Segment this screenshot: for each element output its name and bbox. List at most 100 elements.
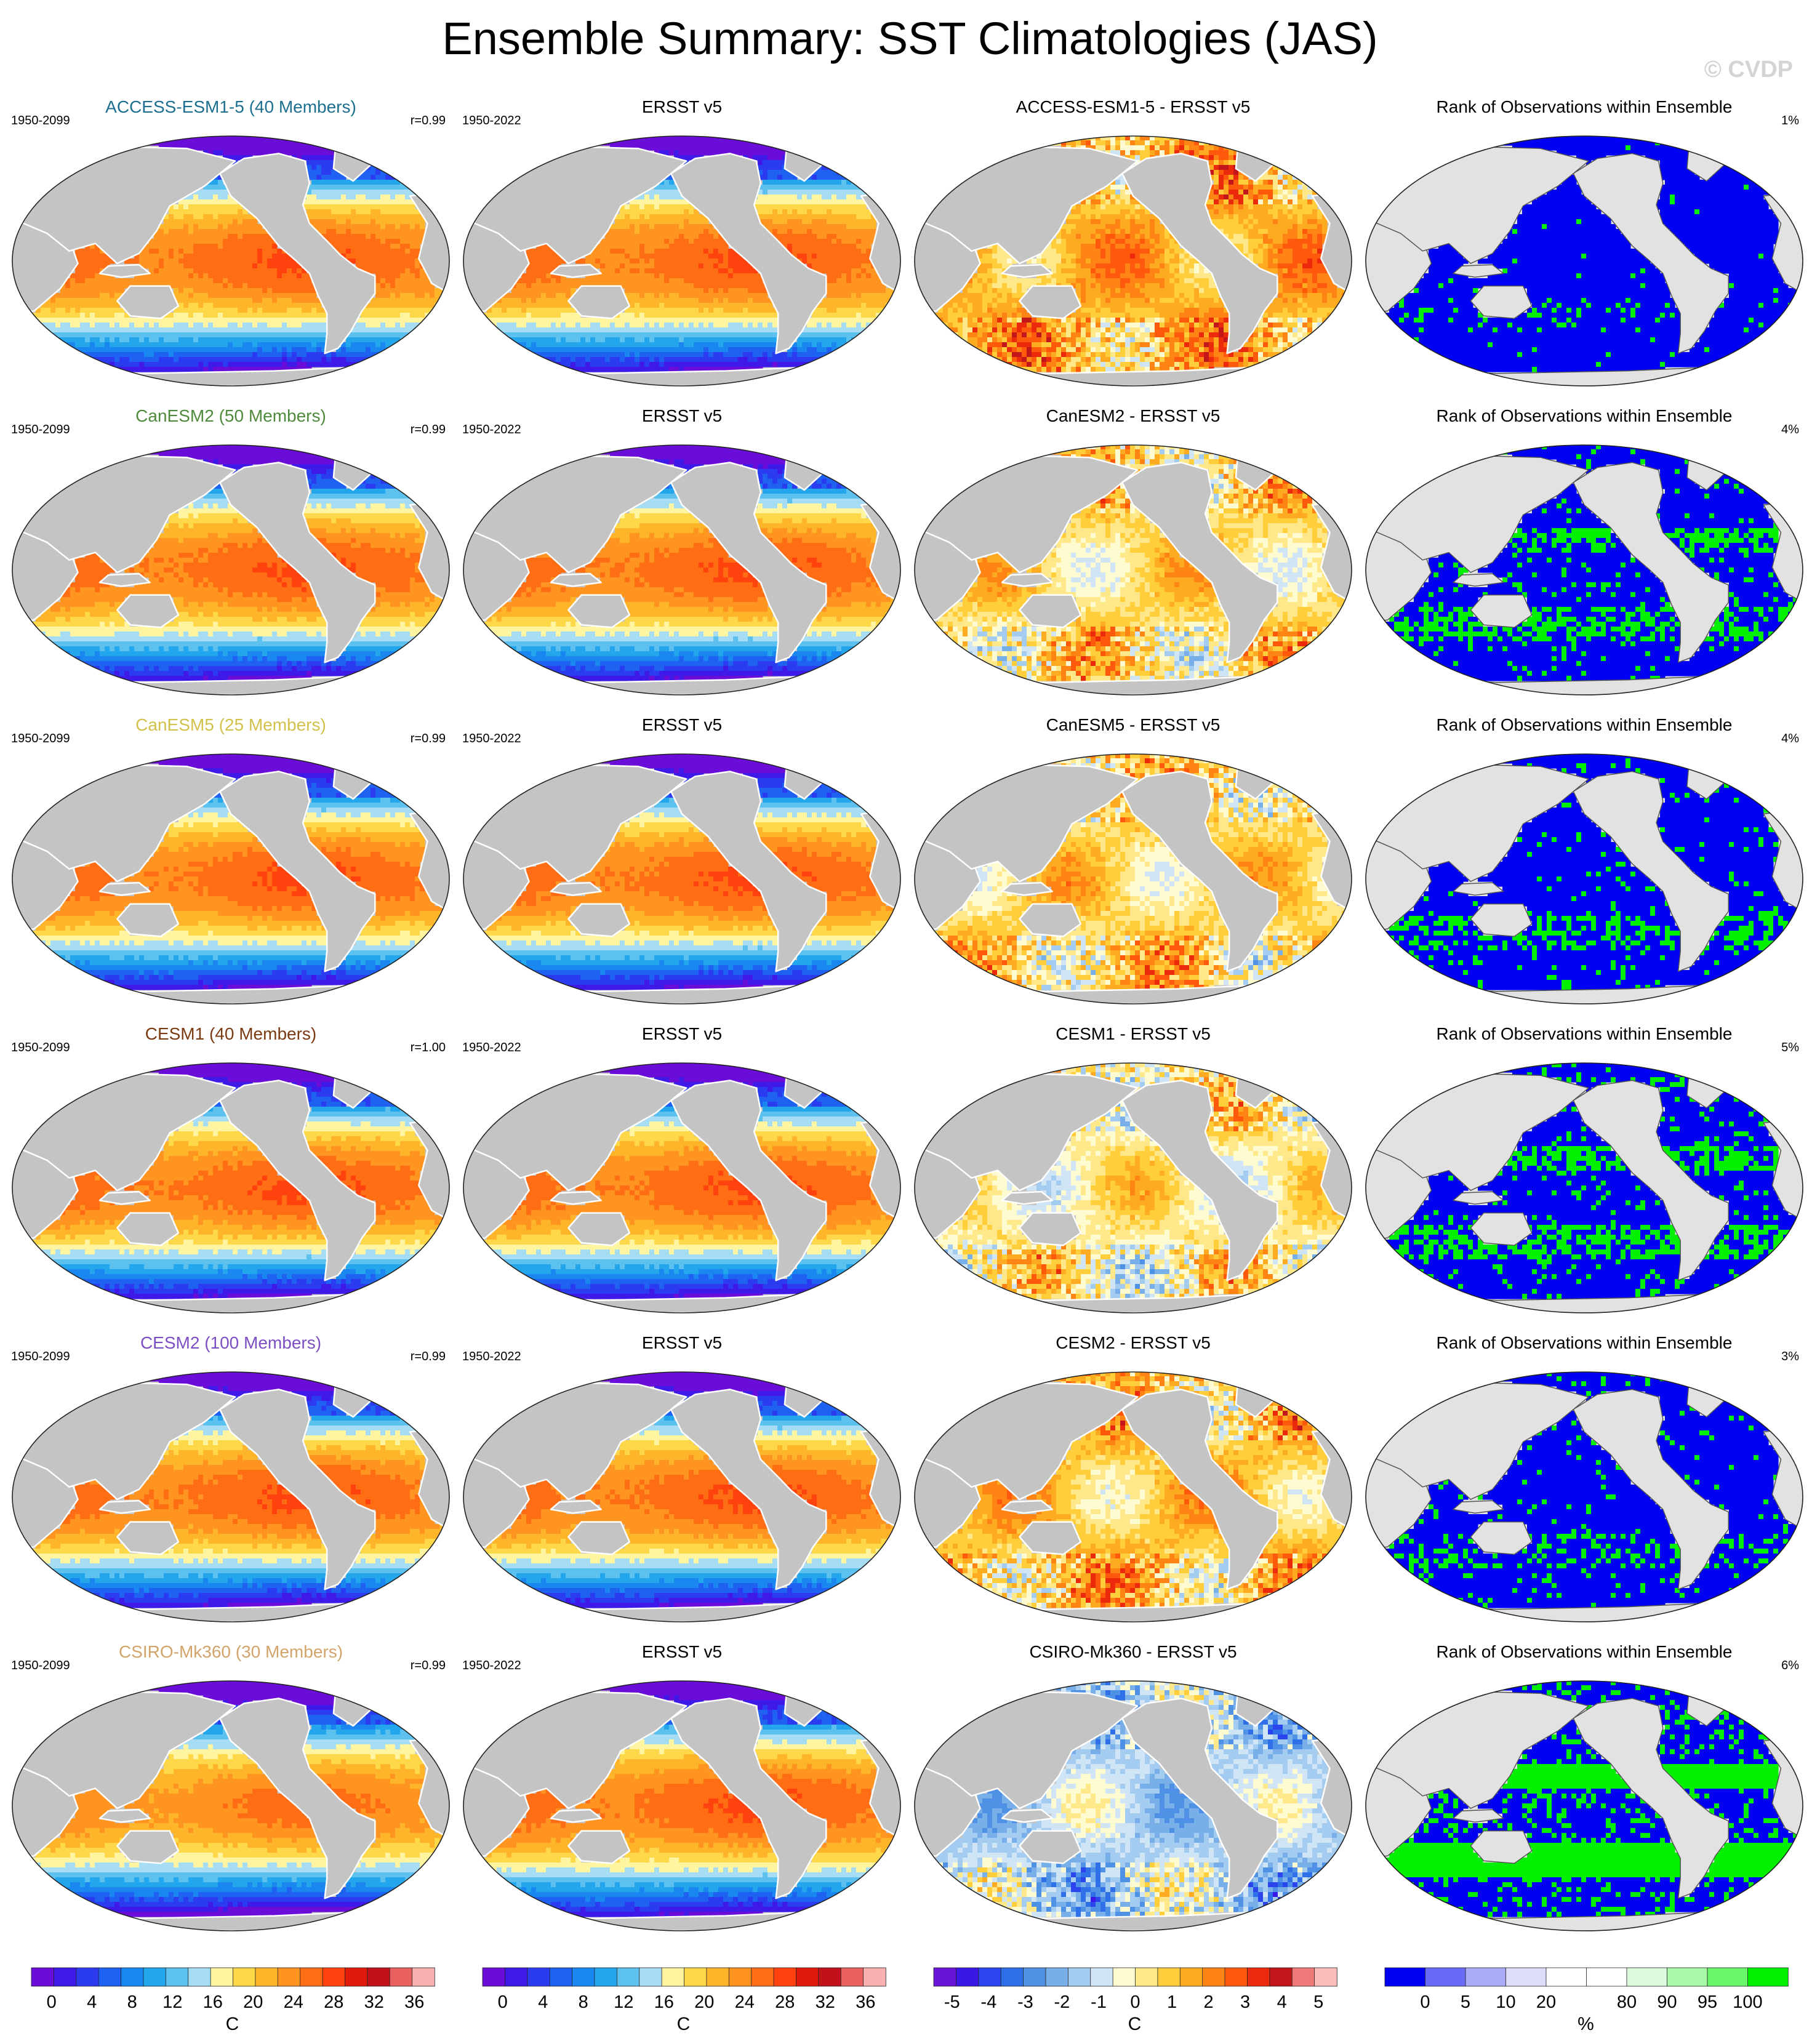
model-title: CESM1 (40 Members) <box>6 1023 455 1045</box>
colorbar-swatch <box>277 1967 301 1987</box>
map-outline <box>1365 444 1803 696</box>
rank-percent: 1% <box>1781 113 1799 128</box>
period-label: 1950-2099 <box>11 1349 70 1364</box>
panel-clim-2: CanESM5 (25 Members) 1950-2099 r=0.99 <box>6 714 455 1012</box>
colorbar-swatch <box>1023 1967 1046 1987</box>
colorbar-swatch <box>345 1967 368 1987</box>
period-label: 1950-2022 <box>462 1349 521 1364</box>
colorbar-swatch <box>1224 1967 1248 1987</box>
colorbar-1 <box>482 1967 886 1987</box>
rank-map <box>1365 135 1803 387</box>
diff-map <box>914 753 1352 1004</box>
colorbar-tick-label: 95 <box>1698 1992 1717 2013</box>
diff-map <box>914 444 1352 696</box>
map-outline <box>1365 1371 1803 1622</box>
clim-map <box>12 1371 450 1622</box>
continents <box>915 1378 1352 1622</box>
pattern-correlation: r=0.99 <box>411 731 446 746</box>
obs-map <box>463 444 901 696</box>
rank-title: Rank of Observations within Ensemble <box>1360 96 1809 118</box>
map-outline <box>1365 1062 1803 1313</box>
pattern-correlation: r=0.99 <box>411 113 446 128</box>
obs-map <box>463 1680 901 1931</box>
colorbar-swatch <box>1667 1967 1708 1987</box>
clim-map <box>12 1062 450 1313</box>
panel-obs-2: ERSST v5 1950-2022 <box>457 714 907 1012</box>
colorbar-swatch <box>165 1967 189 1987</box>
colorbar-tick-label: 4 <box>87 1992 97 2013</box>
obs-title: ERSST v5 <box>457 1641 907 1663</box>
clim-map <box>12 753 450 1004</box>
rank-percent: 4% <box>1781 731 1799 746</box>
colorbar-swatch <box>322 1967 346 1987</box>
colorbar-tick-label: 20 <box>694 1992 714 2013</box>
colorbar-swatch <box>1112 1967 1136 1987</box>
obs-title: ERSST v5 <box>457 96 907 118</box>
rank-title: Rank of Observations within Ensemble <box>1360 1023 1809 1045</box>
model-title: ACCESS-ESM1-5 (40 Members) <box>6 96 455 118</box>
colorbar-tick-label: -1 <box>1091 1992 1107 2013</box>
period-label: 1950-2022 <box>462 113 521 128</box>
pattern-correlation: r=0.99 <box>411 1349 446 1364</box>
map-outline <box>463 753 901 1004</box>
colorbar-swatch <box>863 1967 886 1987</box>
obs-title: ERSST v5 <box>457 1332 907 1354</box>
diff-title: CSIRO-Mk360 - ERSST v5 <box>908 1641 1358 1663</box>
period-label: 1950-2099 <box>11 1040 70 1055</box>
map-outline <box>12 1680 450 1931</box>
period-label: 1950-2022 <box>462 731 521 746</box>
colorbar-swatch <box>594 1967 618 1987</box>
pattern-correlation: r=0.99 <box>411 422 446 437</box>
colorbar-unit: C <box>665 2014 702 2035</box>
panel-diff-3: CESM1 - ERSST v5 <box>908 1023 1358 1321</box>
obs-title: ERSST v5 <box>457 1023 907 1045</box>
obs-map <box>463 1062 901 1313</box>
map-outline <box>12 753 450 1004</box>
colorbar-2 <box>933 1967 1337 1987</box>
colorbar-tick-label: -4 <box>980 1992 996 2013</box>
diff-map <box>914 135 1352 387</box>
pattern-correlation: r=1.00 <box>411 1040 446 1055</box>
panel-rank-1: Rank of Observations within Ensemble 4% <box>1360 405 1809 704</box>
colorbar-tick-label: 0 <box>1130 1992 1140 2013</box>
colorbar-tick-label: 32 <box>364 1992 384 2013</box>
colorbar-swatch <box>482 1967 506 1987</box>
colorbar-swatch <box>1067 1967 1091 1987</box>
map-outline <box>463 135 901 387</box>
map-outline <box>12 1062 450 1313</box>
colorbar-tick-label: 4 <box>538 1992 548 2013</box>
panel-rank-5: Rank of Observations within Ensemble 6% <box>1360 1641 1809 1939</box>
colorbar-swatch <box>389 1967 413 1987</box>
obs-map <box>463 135 901 387</box>
colorbar-swatch <box>1000 1967 1024 1987</box>
panel-obs-3: ERSST v5 1950-2022 <box>457 1023 907 1321</box>
colorbar-0 <box>31 1967 435 1987</box>
colorbar-tick-label: 0 <box>1420 1992 1430 2013</box>
colorbar-swatch <box>978 1967 1001 1987</box>
colorbar-tick-label: 1 <box>1167 1992 1177 2013</box>
panel-obs-5: ERSST v5 1950-2022 <box>457 1641 907 1939</box>
clim-field <box>12 445 449 695</box>
colorbar-tick-label: 5 <box>1313 1992 1323 2013</box>
panel-clim-5: CSIRO-Mk360 (30 Members) 1950-2099 r=0.99 <box>6 1641 455 1939</box>
panel-rank-4: Rank of Observations within Ensemble 3% <box>1360 1332 1809 1630</box>
colorbar-swatch <box>31 1967 55 1987</box>
panel-obs-4: ERSST v5 1950-2022 <box>457 1332 907 1630</box>
panel-obs-1: ERSST v5 1950-2022 <box>457 405 907 704</box>
obs-title: ERSST v5 <box>457 714 907 736</box>
panel-clim-4: CESM2 (100 Members) 1950-2099 r=0.99 <box>6 1332 455 1630</box>
colorbar-3 <box>1384 1967 1789 1987</box>
map-outline <box>12 444 450 696</box>
colorbar-tick-label: 10 <box>1496 1992 1515 2013</box>
rank-map <box>1365 753 1803 1004</box>
map-outline <box>914 135 1352 387</box>
rank-map <box>1365 1680 1803 1931</box>
colorbar-tick-label: 0 <box>498 1992 508 2013</box>
colorbar-tick-label: 16 <box>203 1992 223 2013</box>
rank-field <box>1366 445 1803 695</box>
colorbar-swatch <box>1707 1967 1749 1987</box>
colorbar-tick-label: 24 <box>735 1992 755 2013</box>
obs-title: ERSST v5 <box>457 405 907 427</box>
diff-title: ACCESS-ESM1-5 - ERSST v5 <box>908 96 1358 118</box>
colorbar-swatch <box>1291 1967 1315 1987</box>
